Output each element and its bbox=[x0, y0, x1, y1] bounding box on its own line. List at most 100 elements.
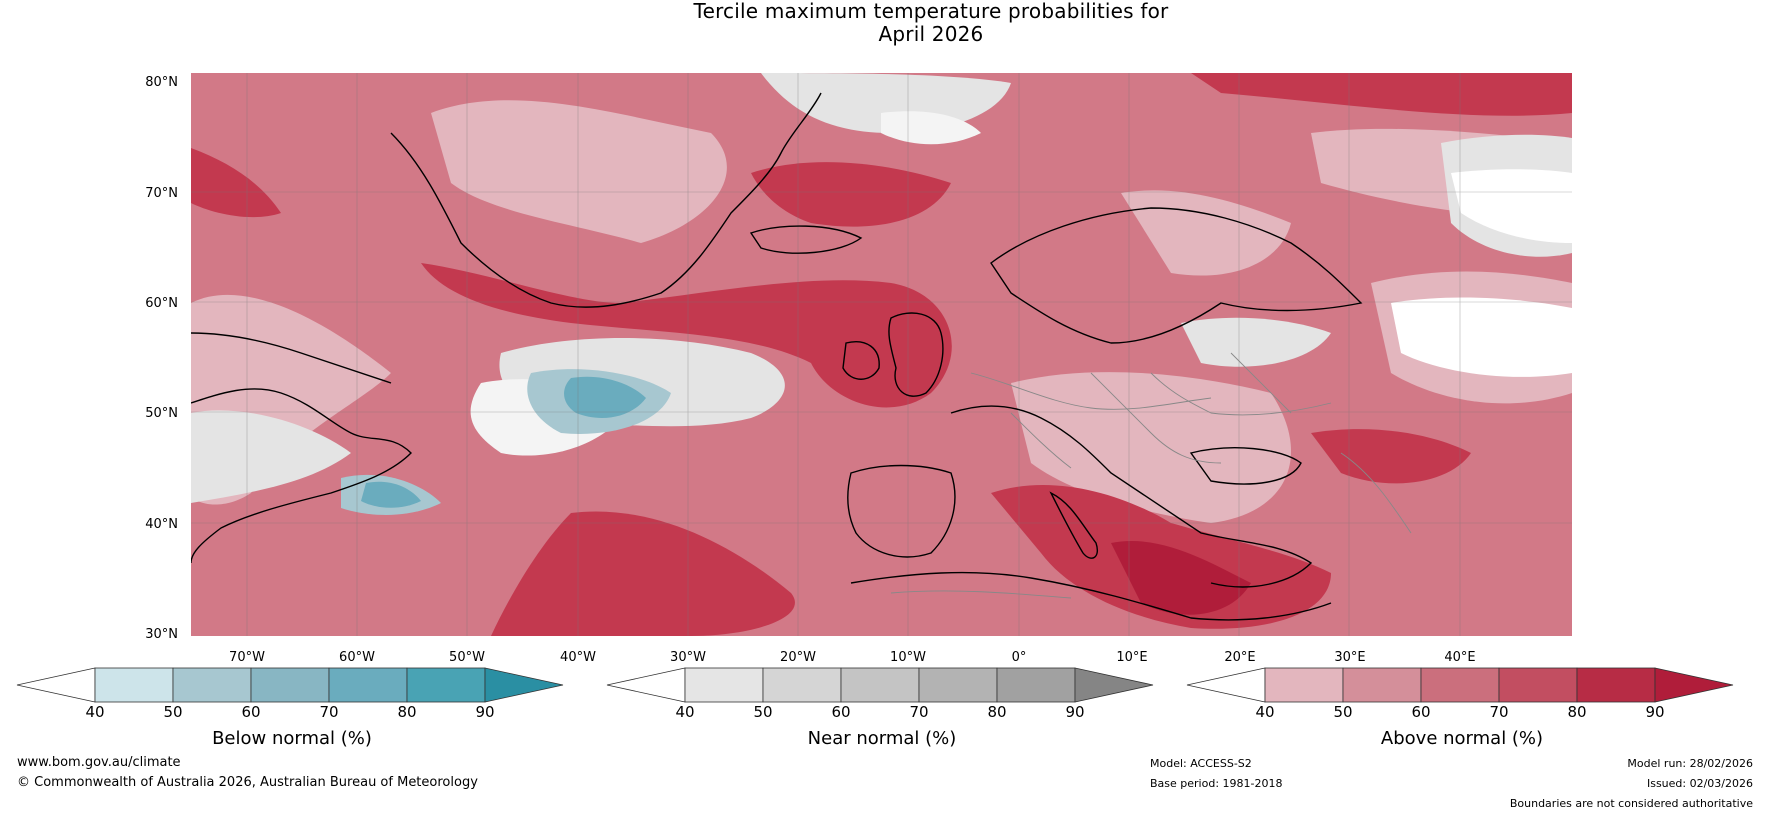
colorbar-near-tick: 60 bbox=[831, 703, 851, 721]
lat-label-80n: 80°N bbox=[145, 75, 178, 90]
colorbar-above-tick: 60 bbox=[1411, 703, 1431, 721]
strong-red-region bbox=[1311, 429, 1471, 484]
lon-label-40w: 40°W bbox=[560, 650, 596, 665]
probability-map bbox=[191, 73, 1572, 636]
lon-label-40e: 40°E bbox=[1444, 650, 1476, 665]
colorbar-above-segment-80-90 bbox=[1576, 667, 1656, 703]
colorbar-near-tick: 90 bbox=[1065, 703, 1085, 721]
lat-label-40n: 40°N bbox=[145, 517, 178, 532]
strong-red-region bbox=[491, 511, 795, 636]
iceland-coast bbox=[749, 225, 863, 254]
colorbar-below-segment-40-50 bbox=[94, 667, 174, 703]
colorbar-below-upper-extension bbox=[484, 667, 564, 703]
footer-base-period: Base period: 1981-2018 bbox=[1150, 777, 1283, 790]
footer-website: www.bom.gov.au/climate bbox=[17, 755, 181, 770]
strong-red-region bbox=[1191, 73, 1572, 116]
colorbar-above-lower-extension bbox=[1186, 667, 1266, 703]
colorbar-above-upper-extension bbox=[1654, 667, 1734, 703]
ireland-coast bbox=[842, 341, 880, 380]
below-normal-region bbox=[361, 481, 421, 508]
colorbar-above-tick: 90 bbox=[1645, 703, 1665, 721]
footer-model-run: Model run: 28/02/2026 bbox=[1627, 757, 1753, 770]
lon-label-10e: 10°E bbox=[1116, 650, 1148, 665]
country-borders bbox=[890, 352, 1412, 599]
below-normal-region bbox=[564, 376, 646, 418]
colorbar-above-segment-40-50 bbox=[1264, 667, 1344, 703]
colorbar-below-tick: 60 bbox=[241, 703, 261, 721]
colorbar-above-segment-60-70 bbox=[1420, 667, 1500, 703]
footer-disclaimer: Boundaries are not considered authoritat… bbox=[1509, 797, 1753, 810]
colorbar-near-label: Near normal (%) bbox=[807, 728, 957, 749]
black-sea-coast bbox=[1189, 447, 1302, 485]
light-pink-region bbox=[1011, 372, 1291, 523]
strong-red-region bbox=[421, 263, 952, 408]
colorbar-above-tick: 80 bbox=[1567, 703, 1587, 721]
strong-red-region bbox=[751, 162, 951, 227]
lon-label-50w: 50°W bbox=[449, 650, 485, 665]
scandinavia-coast bbox=[990, 207, 1363, 344]
north-america-coast bbox=[191, 388, 412, 564]
colorbar-near-tick: 80 bbox=[987, 703, 1007, 721]
lon-label-10w: 10°W bbox=[890, 650, 926, 665]
colorbar-below-tick: 40 bbox=[85, 703, 105, 721]
colorbar-below-segment-60-70 bbox=[250, 667, 330, 703]
colorbar-below-segment-80-90 bbox=[406, 667, 486, 703]
colorbar-near-segment-70-80 bbox=[918, 667, 998, 703]
iberia-coast bbox=[847, 464, 956, 558]
near-normal-region bbox=[1451, 169, 1572, 243]
strong-red-region bbox=[1111, 541, 1251, 615]
near-normal-region bbox=[881, 111, 981, 145]
colorbar-below-tick: 80 bbox=[397, 703, 417, 721]
chart-title: Tercile maximum temperature probabilitie… bbox=[0, 0, 1770, 46]
colorbar-above-segment-50-60 bbox=[1342, 667, 1422, 703]
colorbar-above-segment-70-80 bbox=[1498, 667, 1578, 703]
lat-label-60n: 60°N bbox=[145, 296, 178, 311]
colorbar-above bbox=[1186, 667, 1737, 704]
title-line-2: April 2026 bbox=[878, 22, 984, 46]
colorbar-near-tick: 40 bbox=[675, 703, 695, 721]
footer-issued: Issued: 02/03/2026 bbox=[1646, 777, 1753, 790]
graticule bbox=[191, 73, 1572, 636]
north-africa-coast bbox=[850, 571, 1332, 621]
colorbar-near-segment-80-90 bbox=[996, 667, 1076, 703]
colorbar-below-segment-50-60 bbox=[172, 667, 252, 703]
lat-label-30n: 30°N bbox=[145, 627, 178, 642]
colorbar-above-label: Above normal (%) bbox=[1380, 728, 1544, 749]
british-isles-coast bbox=[888, 312, 944, 397]
title-line-1: Tercile maximum temperature probabilitie… bbox=[693, 0, 1169, 23]
colorbar-above-tick: 50 bbox=[1333, 703, 1353, 721]
colorbar-below-label: Below normal (%) bbox=[212, 728, 372, 749]
colorbar-near-lower-extension bbox=[606, 667, 686, 703]
lon-label-0: 0° bbox=[1011, 650, 1027, 665]
lon-label-60w: 60°W bbox=[339, 650, 375, 665]
lon-label-20w: 20°W bbox=[780, 650, 816, 665]
north-america-coast bbox=[191, 332, 392, 384]
lat-label-50n: 50°N bbox=[145, 406, 178, 421]
footer-model: Model: ACCESS-S2 bbox=[1150, 757, 1252, 770]
colorbar-below-tick: 70 bbox=[319, 703, 339, 721]
colorbar-above-tick: 40 bbox=[1255, 703, 1275, 721]
lon-label-30e: 30°E bbox=[1334, 650, 1366, 665]
colorbar-below-segment-70-80 bbox=[328, 667, 408, 703]
colorbar-above-tick: 70 bbox=[1489, 703, 1509, 721]
near-normal-region bbox=[191, 410, 351, 503]
footer-copyright: © Commonwealth of Australia 2026, Austra… bbox=[17, 775, 478, 790]
colorbar-near-segment-40-50 bbox=[684, 667, 764, 703]
lat-label-70n: 70°N bbox=[145, 186, 178, 201]
colorbar-below-tick: 50 bbox=[163, 703, 183, 721]
lon-label-70w: 70°W bbox=[229, 650, 265, 665]
near-normal-region bbox=[1391, 297, 1572, 377]
light-pink-region bbox=[431, 100, 727, 244]
strong-red-region bbox=[191, 148, 281, 218]
colorbar-near-upper-extension bbox=[1074, 667, 1154, 703]
italy-coast bbox=[1049, 491, 1098, 559]
lon-label-30w: 30°W bbox=[670, 650, 706, 665]
coastlines bbox=[191, 92, 1363, 621]
europe-coast bbox=[950, 405, 1313, 588]
colorbar-below-lower-extension bbox=[16, 667, 96, 703]
colorbar-near-tick: 70 bbox=[909, 703, 929, 721]
colorbar-near-tick: 50 bbox=[753, 703, 773, 721]
colorbar-near-segment-50-60 bbox=[762, 667, 842, 703]
lon-label-20e: 20°E bbox=[1224, 650, 1256, 665]
greenland-coast bbox=[390, 92, 822, 308]
